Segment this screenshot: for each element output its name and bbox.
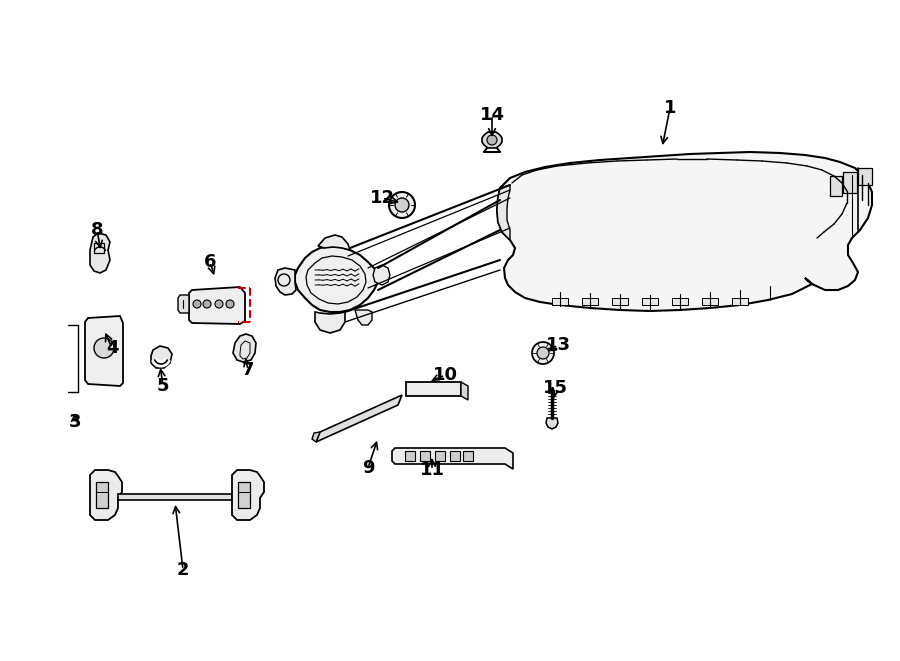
Polygon shape — [546, 418, 558, 429]
Circle shape — [193, 300, 201, 308]
Polygon shape — [85, 316, 123, 386]
Text: 10: 10 — [433, 366, 457, 384]
Polygon shape — [612, 298, 628, 305]
Polygon shape — [858, 168, 872, 185]
Text: 14: 14 — [480, 106, 505, 124]
Polygon shape — [178, 295, 189, 313]
Polygon shape — [295, 246, 378, 312]
Polygon shape — [702, 298, 718, 305]
Circle shape — [215, 300, 223, 308]
Circle shape — [537, 347, 549, 359]
Polygon shape — [405, 451, 415, 461]
Circle shape — [532, 342, 554, 364]
Circle shape — [389, 192, 415, 218]
Polygon shape — [843, 172, 857, 193]
Text: 8: 8 — [91, 221, 104, 239]
Polygon shape — [312, 432, 320, 442]
Polygon shape — [318, 235, 350, 250]
Polygon shape — [392, 448, 513, 469]
Polygon shape — [96, 482, 108, 508]
Polygon shape — [482, 132, 502, 148]
Polygon shape — [463, 451, 473, 461]
Text: 12: 12 — [370, 189, 394, 207]
Text: 4: 4 — [106, 339, 118, 357]
Polygon shape — [118, 494, 232, 500]
Polygon shape — [582, 298, 598, 305]
Text: 5: 5 — [157, 377, 169, 395]
Polygon shape — [830, 176, 842, 196]
Polygon shape — [450, 451, 460, 461]
Text: 3: 3 — [68, 413, 81, 431]
Polygon shape — [90, 470, 122, 520]
Circle shape — [487, 135, 497, 145]
Polygon shape — [238, 482, 250, 508]
Circle shape — [226, 300, 234, 308]
Text: 11: 11 — [419, 461, 445, 479]
Polygon shape — [316, 395, 402, 442]
Polygon shape — [315, 312, 345, 333]
Text: 2: 2 — [176, 561, 189, 579]
Polygon shape — [732, 298, 748, 305]
Polygon shape — [189, 287, 245, 324]
Polygon shape — [435, 451, 445, 461]
Polygon shape — [642, 298, 658, 305]
Polygon shape — [275, 268, 296, 295]
Polygon shape — [90, 233, 110, 273]
Text: 9: 9 — [362, 459, 374, 477]
Polygon shape — [497, 152, 872, 311]
Text: 1: 1 — [664, 99, 676, 117]
Polygon shape — [233, 334, 256, 362]
Polygon shape — [552, 298, 568, 305]
Circle shape — [203, 300, 211, 308]
Polygon shape — [420, 451, 430, 461]
Polygon shape — [461, 382, 468, 400]
Polygon shape — [373, 265, 390, 285]
Polygon shape — [497, 185, 510, 240]
Text: 13: 13 — [545, 336, 571, 354]
Polygon shape — [232, 470, 264, 520]
Circle shape — [395, 198, 409, 212]
Polygon shape — [672, 298, 688, 305]
Circle shape — [94, 338, 114, 358]
Text: 7: 7 — [242, 361, 254, 379]
Polygon shape — [406, 382, 461, 396]
Text: 6: 6 — [203, 253, 216, 271]
Polygon shape — [151, 346, 172, 368]
Text: 15: 15 — [543, 379, 568, 397]
Polygon shape — [355, 310, 372, 325]
